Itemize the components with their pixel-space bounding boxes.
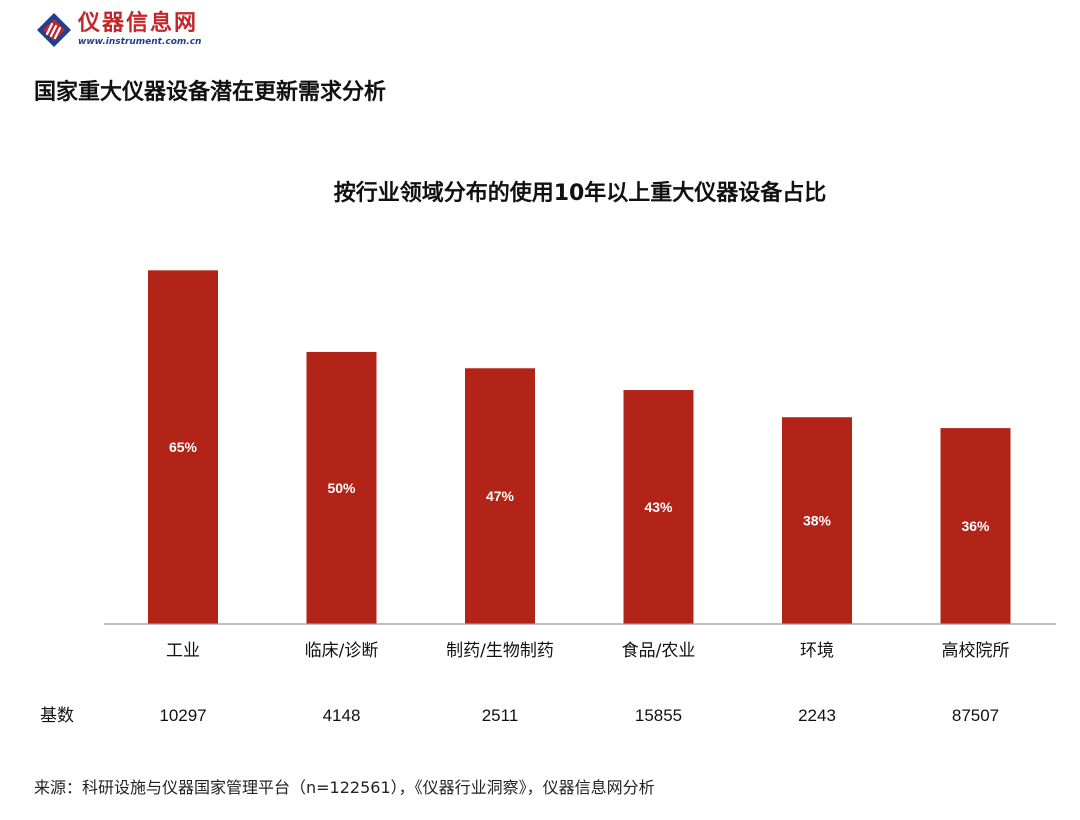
- base-count: 2511: [482, 706, 519, 725]
- instrument-logo-icon: [37, 13, 71, 47]
- category-label: 临床/诊断: [305, 641, 379, 661]
- bar: [306, 351, 377, 624]
- bar: [623, 390, 694, 624]
- base-count: 15855: [635, 706, 682, 725]
- base-count: 2243: [798, 706, 836, 725]
- logo-name: 仪器信息网: [78, 11, 199, 36]
- source-note: 来源：科研设施与仪器国家管理平台（n=122561），《仪器行业洞察》，仪器信息…: [34, 778, 655, 797]
- bar: [465, 368, 535, 624]
- chart-title: 按行业领域分布的使用10年以上重大仪器设备占比: [333, 181, 827, 206]
- bar: [940, 428, 1011, 624]
- data-label: 65%: [169, 439, 198, 455]
- data-label: 47%: [486, 488, 515, 504]
- base-label: 基数: [40, 706, 74, 726]
- base-count: 87507: [952, 706, 999, 725]
- data-label: 43%: [644, 499, 673, 515]
- data-label: 50%: [327, 480, 356, 496]
- category-label: 食品/农业: [622, 641, 696, 661]
- logo-url: www.instrument.com.cn: [78, 37, 202, 47]
- bar: [148, 270, 218, 624]
- logo: 仪器信息网 www.instrument.com.cn: [36, 12, 201, 48]
- data-label: 36%: [961, 518, 990, 534]
- category-label: 制药/生物制药: [446, 641, 554, 661]
- base-count: 4148: [323, 706, 361, 725]
- data-label: 38%: [803, 513, 832, 529]
- base-count: 10297: [159, 706, 206, 725]
- category-label: 工业: [166, 641, 200, 661]
- bar: [782, 417, 852, 624]
- category-label: 高校院所: [942, 641, 1010, 661]
- category-label: 环境: [800, 641, 834, 661]
- page-title: 国家重大仪器设备潜在更新需求分析: [34, 80, 387, 105]
